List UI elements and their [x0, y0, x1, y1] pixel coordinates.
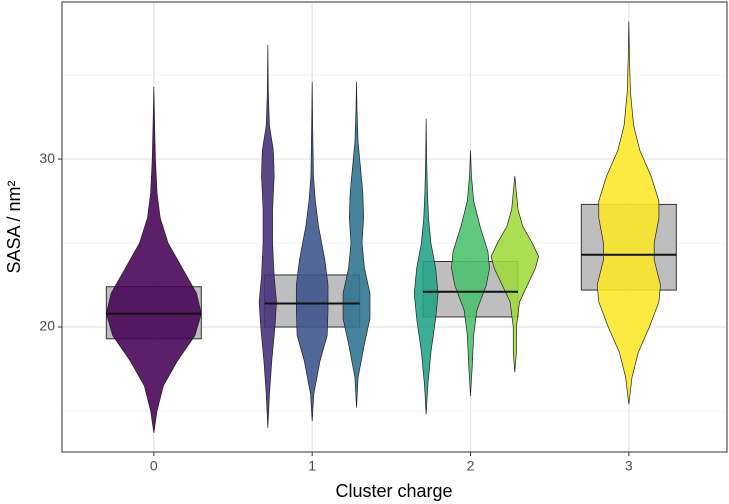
y-tick-label: 20: [39, 318, 55, 334]
violin: [451, 150, 490, 396]
violin: [413, 118, 439, 415]
x-tick-label: 3: [625, 458, 633, 474]
y-axis-label: SASA / nm²: [4, 180, 24, 273]
violin: [105, 86, 202, 433]
panel-border: [61, 1, 728, 453]
violin: [258, 44, 277, 428]
x-tick-label: 0: [150, 458, 158, 474]
violin: [342, 81, 371, 408]
violin: [490, 175, 539, 373]
x-tick-label: 2: [467, 458, 475, 474]
violin: [596, 21, 661, 405]
x-tick-label: 1: [308, 458, 316, 474]
x-axis-label: Cluster charge: [335, 481, 452, 501]
violin: [295, 81, 329, 422]
y-tick-label: 30: [39, 150, 55, 166]
